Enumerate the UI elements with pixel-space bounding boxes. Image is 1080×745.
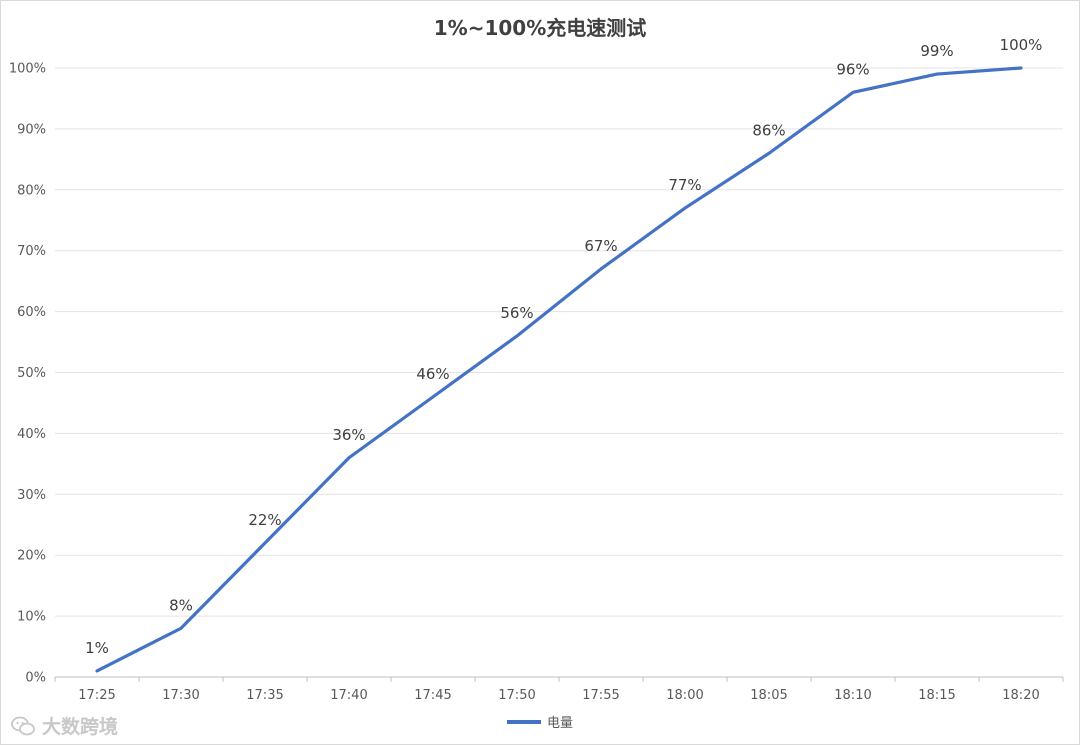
x-tick-label: 17:50	[498, 688, 535, 703]
series-line	[95, 66, 1023, 673]
chart-title: 1%~100%充电速测试	[433, 16, 647, 40]
x-tick-label: 17:25	[78, 688, 115, 703]
y-tick-label: 30%	[17, 488, 46, 503]
x-tick-label: 17:35	[246, 688, 283, 703]
data-label: 99%	[920, 42, 953, 60]
data-label: 56%	[500, 304, 533, 322]
y-tick-label: 90%	[17, 122, 46, 137]
legend-line-icon	[506, 719, 541, 724]
legend-label: 电量	[546, 716, 573, 731]
x-tick-label: 17:45	[414, 688, 451, 703]
data-label: 77%	[668, 176, 701, 194]
y-tick-label: 70%	[17, 244, 46, 259]
wechat-logo-icon	[11, 716, 35, 735]
watermark: 大数跨境	[10, 712, 118, 739]
y-tick-label: 80%	[17, 183, 46, 198]
x-tick-label: 18:20	[1002, 688, 1039, 703]
y-tick-label: 50%	[17, 366, 46, 381]
data-label: 67%	[584, 237, 617, 255]
watermark-text: 大数跨境	[42, 716, 119, 738]
x-tick-label: 18:05	[750, 688, 787, 703]
data-label: 46%	[416, 365, 449, 383]
data-label: 86%	[752, 121, 785, 139]
data-label: 22%	[248, 511, 281, 529]
y-tick-label: 20%	[17, 549, 46, 564]
x-tick-label: 17:30	[162, 688, 199, 703]
y-tick-label: 40%	[17, 427, 46, 442]
x-tick-label: 17:55	[582, 688, 619, 703]
y-tick-label: 100%	[9, 62, 46, 77]
data-label: 36%	[332, 426, 365, 444]
x-tick-label: 18:00	[666, 688, 703, 703]
x-tick-label: 18:10	[834, 688, 871, 703]
x-tick-label: 17:40	[330, 688, 367, 703]
y-tick-label: 0%	[25, 671, 46, 686]
y-tick-label: 60%	[17, 305, 46, 320]
y-tick-label: 10%	[17, 610, 46, 625]
data-label: 96%	[836, 60, 869, 78]
data-label: 1%	[85, 639, 109, 657]
legend: 电量	[0, 712, 1080, 731]
data-label: 8%	[169, 596, 193, 614]
x-tick-label: 18:15	[918, 688, 955, 703]
data-label: 100%	[1000, 36, 1043, 54]
